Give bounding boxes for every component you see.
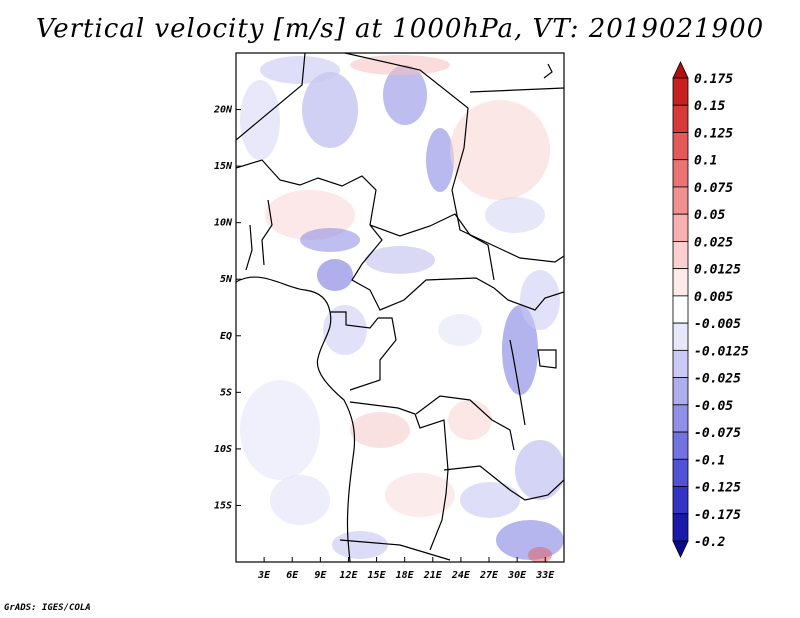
colorbar-swatch: [672, 186, 689, 215]
lon-label: 3E: [257, 570, 271, 581]
colorbar-label: -0.1: [694, 453, 725, 468]
colorbar-swatch: [672, 104, 689, 133]
colorbar-label: 0.005: [694, 290, 733, 305]
colorbar-swatch: [672, 540, 689, 558]
lat-label: EQ: [220, 331, 232, 342]
lon-label: 33E: [535, 570, 555, 581]
lon-label: 6E: [286, 570, 299, 581]
map-title: Vertical velocity [m/s] at 1000hPa, VT: …: [35, 14, 765, 44]
lon-label: 21E: [423, 570, 443, 581]
lon-label: 12E: [339, 570, 358, 581]
lat-label: 15N: [214, 161, 233, 172]
colorbar-label: -0.005: [694, 317, 741, 332]
colorbar-label: 0.025: [694, 235, 733, 250]
colorbar-swatch: [672, 377, 689, 406]
lon-label: 27E: [479, 570, 499, 581]
plot-frame: [235, 52, 565, 563]
colorbar-swatch: [672, 513, 689, 542]
colorbar-label: 0.0125: [694, 263, 741, 278]
colorbar-label: -0.2: [694, 535, 725, 550]
colorbar-swatch: [672, 61, 689, 79]
colorbar-swatch: [672, 213, 689, 242]
colorbar-label: -0.075: [694, 426, 741, 441]
velocity-field: [240, 55, 564, 562]
colorbar-swatch: [672, 404, 689, 433]
lat-label: 20N: [213, 105, 233, 116]
colorbar-swatch: [672, 431, 689, 460]
lon-label: 18E: [396, 570, 415, 581]
colorbar-label: -0.175: [694, 508, 741, 523]
colorbar-label: 0.125: [694, 126, 733, 141]
colorbar: 0.175 0.15 0.125 0.1 0.075 0.05 0.025 0.0125 0.0…: [672, 61, 749, 558]
colorbar-swatch: [672, 132, 689, 161]
colorbar-label: -0.125: [694, 481, 741, 496]
colorbar-label: -0.05: [694, 399, 733, 414]
colorbar-label: 0.175: [694, 72, 733, 87]
colorbar-swatch: [672, 349, 689, 378]
lat-label: 10S: [214, 444, 232, 455]
lat-label: 15S: [214, 500, 232, 511]
lon-label: 24E: [451, 570, 471, 581]
colorbar-label: 0.075: [694, 181, 733, 196]
lon-label: 9E: [314, 570, 327, 581]
colorbar-label: 0.1: [694, 154, 717, 169]
lat-label: 10N: [214, 218, 233, 229]
colorbar-swatch: [672, 486, 689, 515]
colorbar-swatch: [672, 159, 689, 188]
latitude-axis: 20N 15N 10N 5N EQ 5S 10S 15S: [213, 105, 241, 511]
lat-label: 5S: [220, 387, 232, 398]
colorbar-swatch: [672, 322, 689, 351]
coastline-and-borders: [236, 53, 564, 562]
colorbar-label: -0.0125: [694, 344, 749, 359]
colorbar-swatch: [672, 295, 689, 324]
colorbar-swatch: [672, 268, 689, 297]
colorbar-label: -0.025: [694, 372, 741, 387]
colorbar-label: 0.15: [694, 99, 725, 114]
colorbar-swatch: [672, 241, 689, 270]
grads-credit: GrADS: IGES/COLA: [4, 603, 91, 613]
lon-label: 15E: [368, 570, 387, 581]
longitude-axis: 3E 6E 9E 12E 15E 18E 21E 24E 27E 30E 33E: [257, 557, 555, 581]
lat-label: 5N: [220, 274, 233, 285]
colorbar-label: 0.05: [694, 208, 725, 223]
colorbar-swatch: [672, 458, 689, 487]
lon-label: 30E: [507, 570, 527, 581]
colorbar-swatch: [672, 77, 689, 106]
